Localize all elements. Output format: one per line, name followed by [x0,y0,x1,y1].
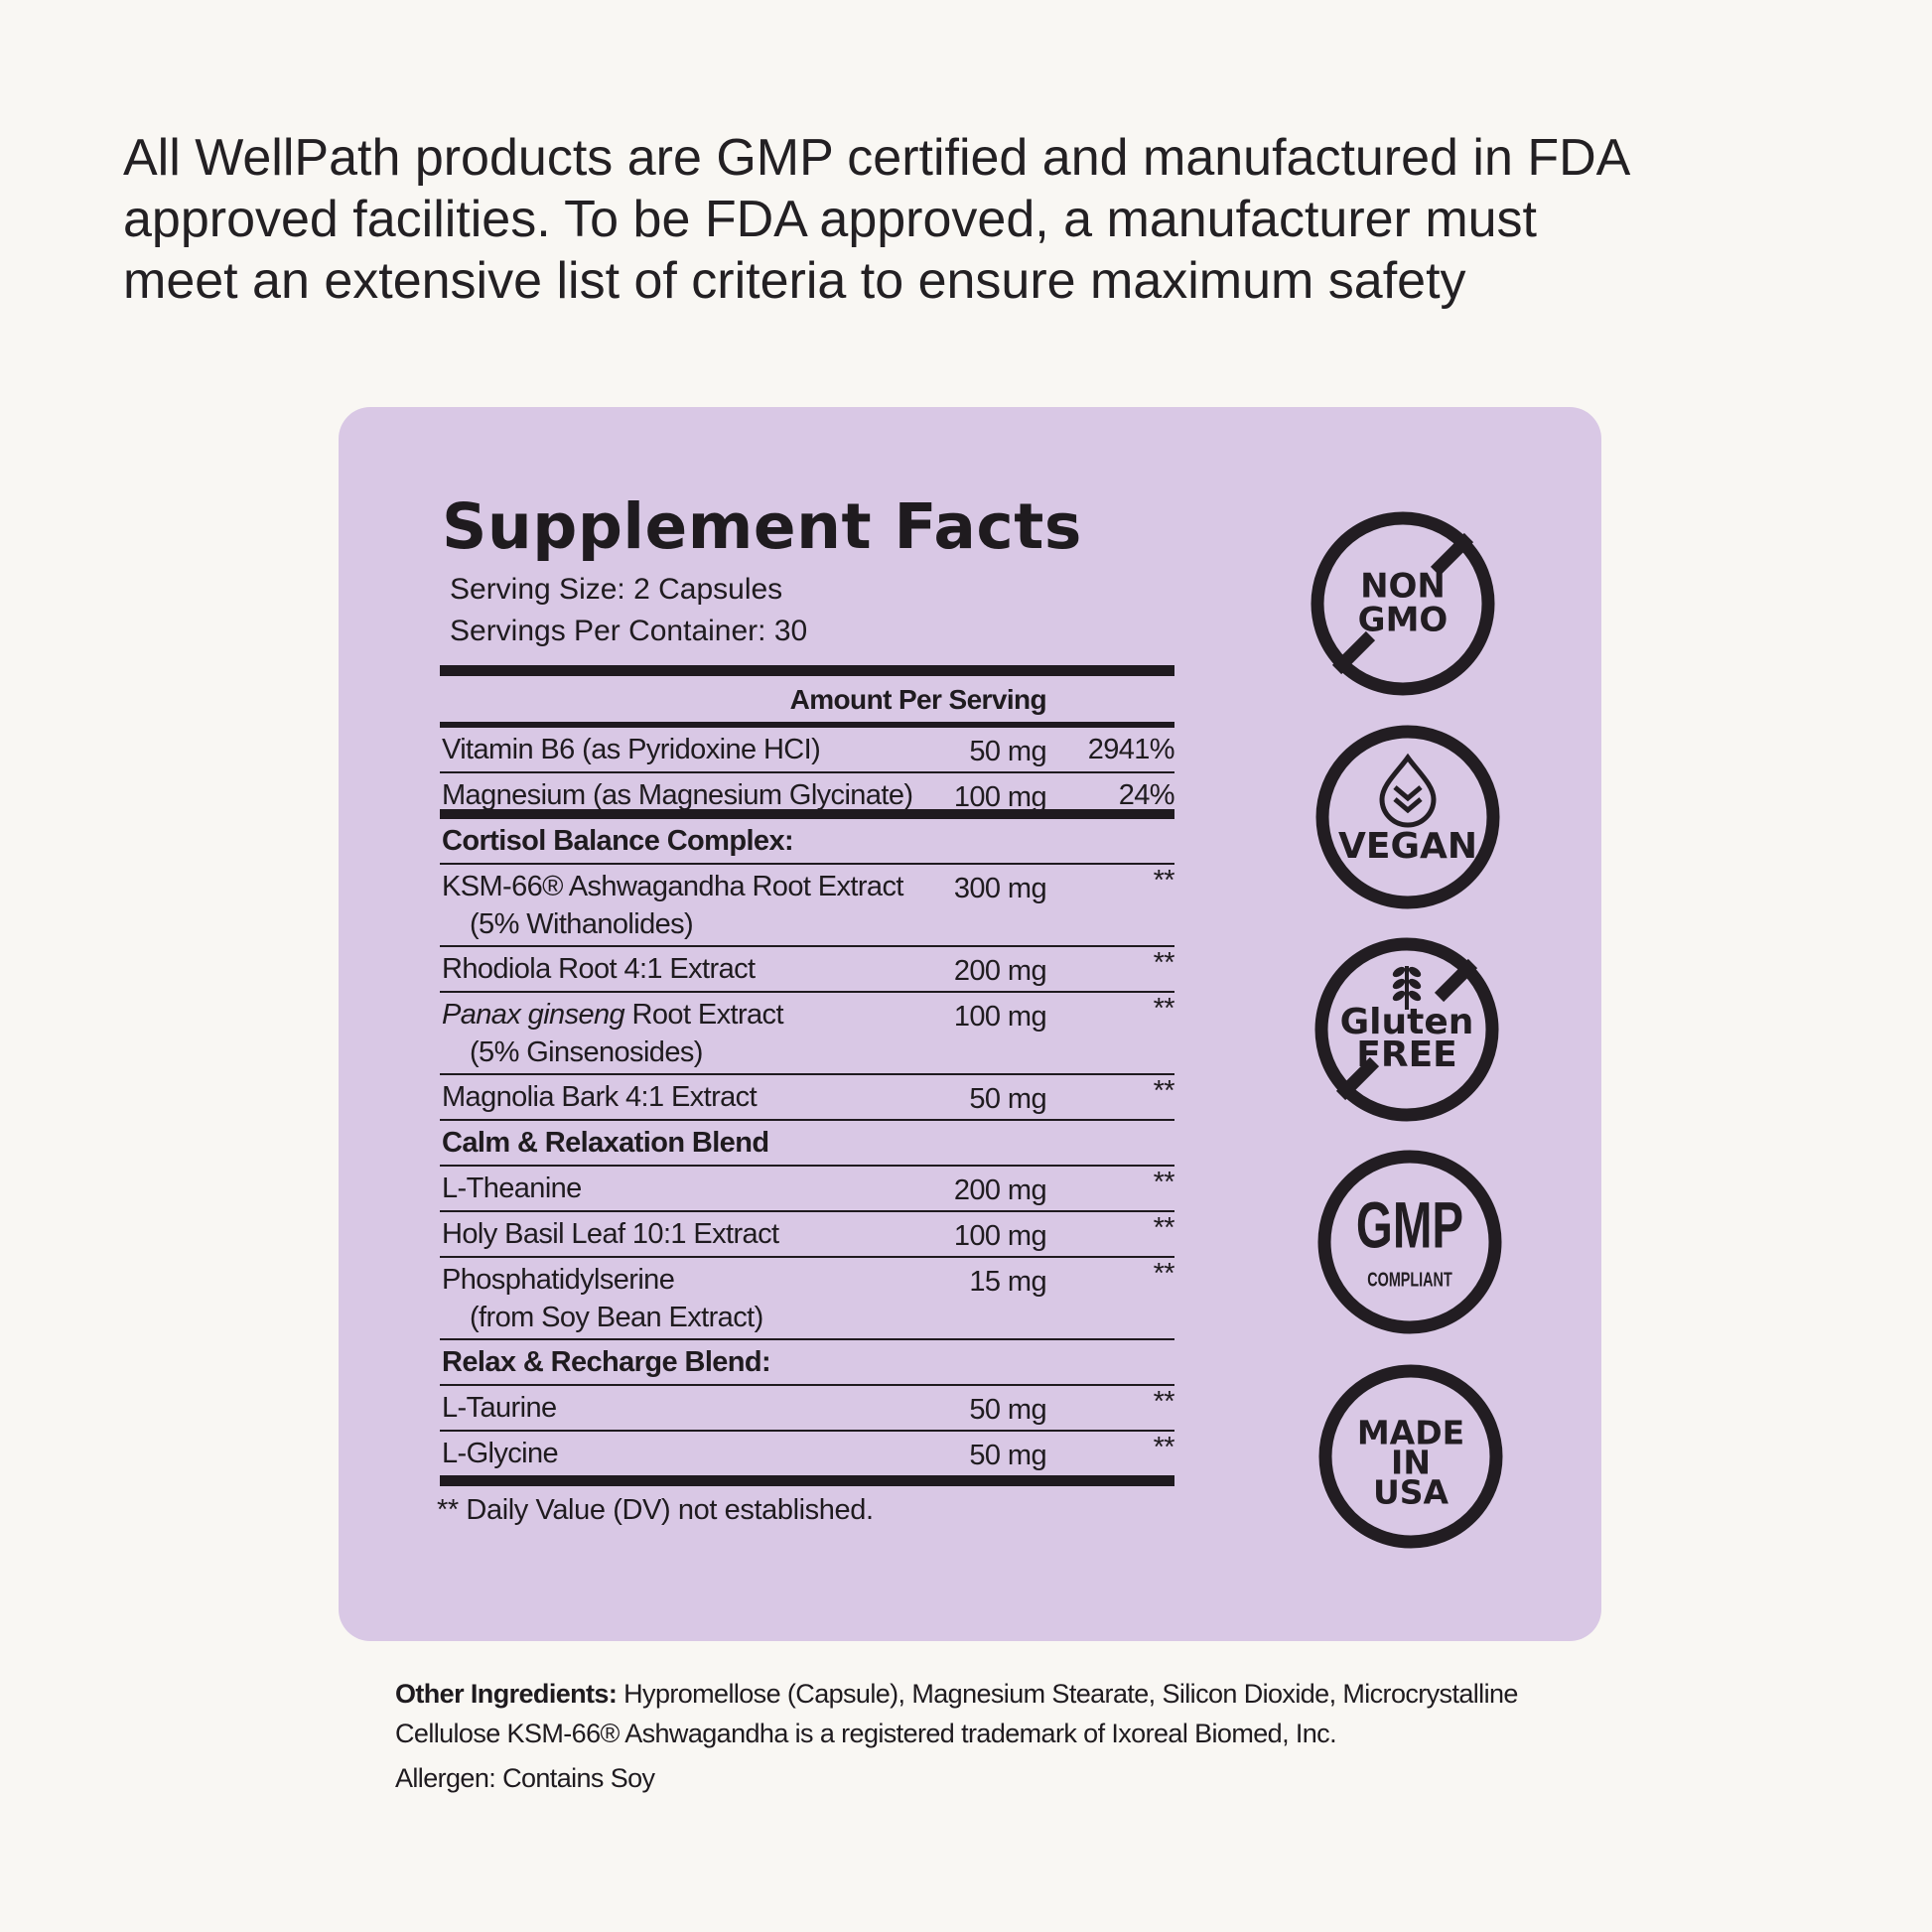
facts-row: Vitamin B6 (as Pyridoxine HCI) 50 mg 2941% [440,728,1175,773]
facts-row: L-Taurine 50 mg ** [440,1386,1175,1432]
intro-text: All WellPath products are GMP certified … [123,127,1630,312]
ingredient-label: L-Theanine [442,1173,582,1204]
ingredient-name: Rhodiola Root 4:1 Extract [442,953,756,986]
ingredient-note: (5% Withanolides) [470,908,694,940]
servings-per-container: Servings Per Container: 30 [450,615,808,647]
amount: 100 mg [953,1220,1047,1252]
facts-row: Magnesium (as Magnesium Glycinate) 100 mg… [440,773,1175,819]
daily-value: 24% [1118,779,1175,811]
amount: 50 mg [969,1394,1046,1426]
blend-header: Relax & Recharge Blend: [440,1340,1174,1386]
intro-line: All WellPath products are GMP certified … [123,129,1631,187]
daily-value: 2941% [1087,734,1175,765]
facts-row: Holy Basil Leaf 10:1 Extract 100 mg ** [440,1212,1175,1258]
ingredient-label: L-Taurine [442,1392,557,1424]
other-label: Other Ingredients: [395,1679,618,1709]
blend-name: Calm & Relaxation Blend [442,1127,769,1159]
ingredient-species: Panax ginseng [442,999,625,1031]
daily-value: ** [1153,1167,1175,1198]
amount: 50 mg [969,1083,1046,1115]
blend-name: Relax & Recharge Blend: [442,1346,771,1378]
amount: 15 mg [969,1266,1046,1298]
ingredient-label: Magnolia Bark 4:1 Extract [442,1081,758,1113]
other-ingredients: Other Ingredients: Hypromellose (Capsule… [395,1674,1552,1753]
footnote: ** Daily Value (DV) not established. [437,1494,874,1526]
ingredient-label: Magnesium (as Magnesium Glycinate) [442,779,913,811]
ingredient-name: Magnesium (as Magnesium Glycinate) [442,779,913,812]
facts-row: Rhodiola Root 4:1 Extract 200 mg ** [440,947,1175,993]
blend-header: Calm & Relaxation Blend [440,1121,1174,1167]
ingredient-label: Phosphatidylserine [442,1264,675,1296]
facts-row: Phosphatidylserine (from Soy Bean Extract… [440,1258,1175,1340]
ingredient-label: Root Extract [631,999,784,1031]
ingredient-name: Phosphatidylserine [442,1264,675,1297]
ingredient-name: Holy Basil Leaf 10:1 Extract [442,1218,779,1251]
ingredient-name: Vitamin B6 (as Pyridoxine HCI) [442,734,821,766]
ingredient-label: Rhodiola Root 4:1 Extract [442,953,756,985]
ingredient-name: L-Glycine [442,1438,559,1470]
facts-row: Panax ginseng Root Extract (5% Ginsenosid… [440,993,1175,1075]
amount: 300 mg [953,873,1047,904]
ingredient-name: KSM-66® Ashwagandha Root Extract [442,871,903,903]
facts-row: KSM-66® Ashwagandha Root Extract (5% With… [440,865,1175,947]
ingredient-note: (5% Ginsenosides) [470,1036,703,1068]
ingredient-note: (from Soy Bean Extract) [470,1302,763,1333]
amount: 50 mg [969,1440,1046,1471]
daily-value: ** [1153,1258,1175,1290]
other-text: Hypromellose (Capsule), Magnesium Steara… [395,1679,1518,1748]
daily-value: ** [1153,865,1175,897]
amount: 50 mg [969,736,1046,767]
intro-line: meet an extensive list of criteria to en… [123,252,1466,310]
ingredient-label: Vitamin B6 (as Pyridoxine HCI) [442,734,821,765]
rule [440,665,1174,676]
amount: 200 mg [953,955,1047,987]
rule [440,1475,1174,1486]
facts-table: Amount Per Serving Vitamin B6 (as Pyrido… [440,665,1175,1486]
daily-value: ** [1153,1386,1175,1418]
table-header: Amount Per Serving [440,676,1174,728]
ingredient-label: KSM-66® Ashwagandha Root Extract [442,871,903,902]
ingredient-name: L-Taurine [442,1392,557,1425]
serving-size: Serving Size: 2 Capsules [450,573,783,606]
ingredient-label: L-Glycine [442,1438,559,1469]
amount: 100 mg [953,1001,1047,1033]
intro-line: approved facilities. To be FDA approved,… [123,191,1538,248]
ingredient-name: Magnolia Bark 4:1 Extract [442,1081,758,1114]
daily-value: ** [1153,947,1175,979]
blend-header: Cortisol Balance Complex: [440,819,1174,865]
amount-header: Amount Per Serving [789,684,1047,715]
ingredient-name: Panax ginseng Root Extract [442,999,784,1032]
facts-row: Magnolia Bark 4:1 Extract 50 mg ** [440,1075,1175,1121]
daily-value: ** [1153,1212,1175,1244]
daily-value: ** [1153,1432,1175,1463]
facts-row: L-Glycine 50 mg ** [440,1432,1175,1475]
daily-value: ** [1153,993,1175,1025]
daily-value: ** [1153,1075,1175,1107]
allergen: Allergen: Contains Soy [395,1763,655,1793]
ingredient-label: Holy Basil Leaf 10:1 Extract [442,1218,779,1250]
facts-row: L-Theanine 200 mg ** [440,1167,1175,1212]
ingredient-name: L-Theanine [442,1173,582,1205]
facts-title: Supplement Facts [442,490,1082,563]
amount: 100 mg [953,781,1047,813]
amount: 200 mg [953,1174,1047,1206]
blend-name: Cortisol Balance Complex: [442,825,794,857]
